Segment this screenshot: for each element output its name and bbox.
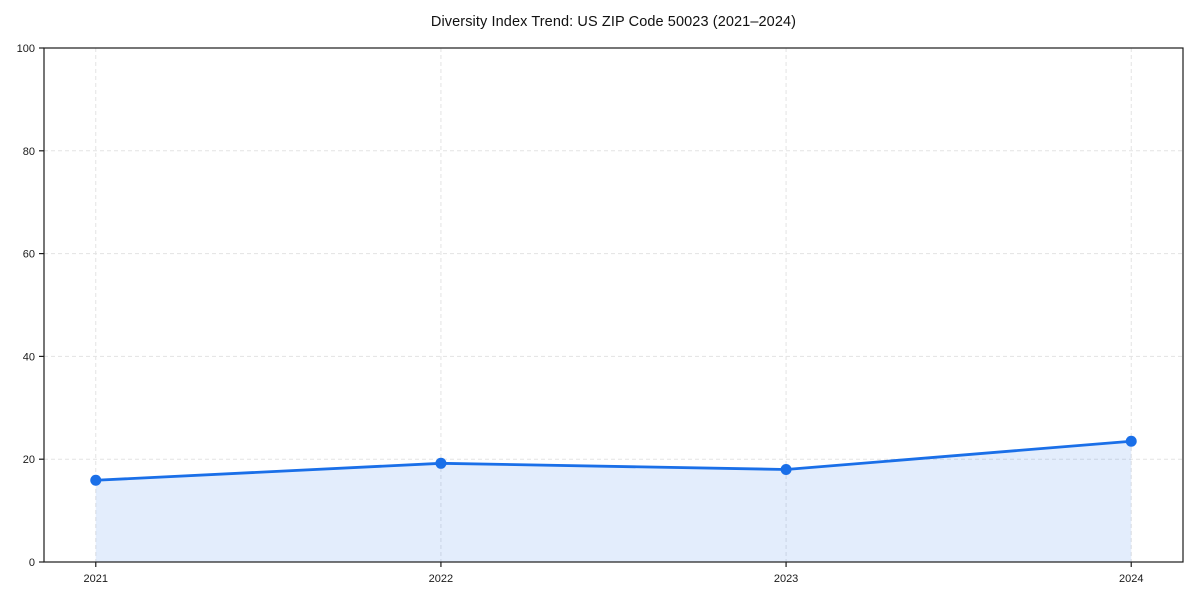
plot-spines <box>43 47 1184 563</box>
x-tick-label: 2021 <box>84 573 108 585</box>
x-tick-label: 2022 <box>429 573 453 585</box>
data-point-2023 <box>780 463 792 475</box>
y-tick-label: 40 <box>23 351 35 363</box>
y-tick-label: 60 <box>23 249 35 261</box>
y-tick-label: 20 <box>23 454 35 466</box>
y-tick-label: 0 <box>29 557 35 569</box>
data-point-2024 <box>1125 435 1137 447</box>
data-point-2021 <box>90 474 102 486</box>
chart-title: Diversity Index Trend: US ZIP Code 50023… <box>430 14 797 30</box>
y-tick-label: 80 <box>23 146 35 158</box>
area-fill <box>95 441 1132 562</box>
series-line <box>94 439 1133 482</box>
data-point-2022 <box>435 457 447 469</box>
x-tick-label: 2024 <box>1119 573 1143 585</box>
y-tick-label: 100 <box>17 43 35 55</box>
x-tick-label: 2023 <box>774 573 798 585</box>
